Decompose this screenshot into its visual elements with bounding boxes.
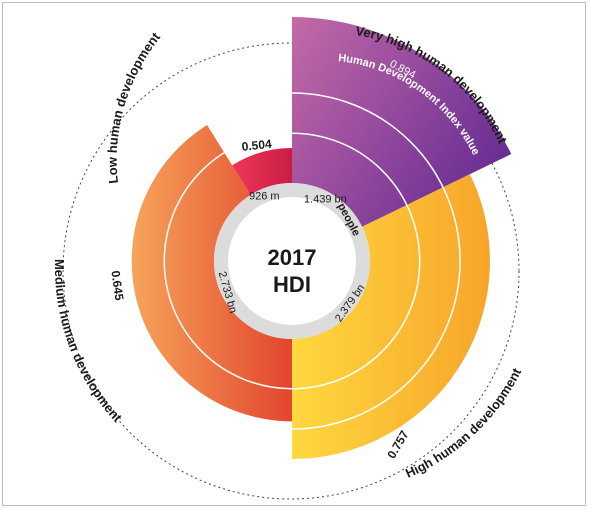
bar-very-high bbox=[292, 17, 512, 227]
center-year: 2017 bbox=[268, 245, 317, 270]
hdi-value-medium: 0.645 bbox=[108, 270, 126, 302]
bar-low bbox=[232, 148, 292, 195]
population-label-very-high: 1.439 bn bbox=[304, 193, 347, 205]
group-label-low: Low human development bbox=[105, 29, 164, 184]
bar-medium bbox=[131, 125, 292, 422]
hdi-value-low: 0.504 bbox=[241, 137, 273, 154]
outer-dotted-ring bbox=[62, 42, 520, 500]
center-hdi: HDI bbox=[273, 272, 311, 297]
grid-ring-1 bbox=[163, 132, 421, 390]
center-disc bbox=[228, 197, 356, 325]
grid-ring-2 bbox=[123, 92, 461, 430]
grid-rings bbox=[123, 92, 461, 430]
population-label-low: 926 m bbox=[249, 191, 280, 203]
bar-high bbox=[292, 174, 490, 459]
